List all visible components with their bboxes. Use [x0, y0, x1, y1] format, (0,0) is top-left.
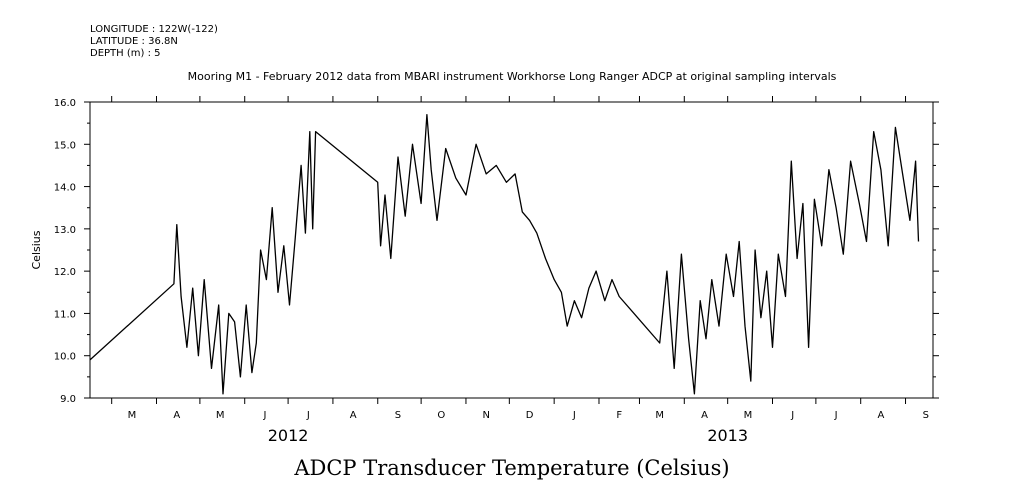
chart-title: Mooring M1 - February 2012 data from MBA…	[188, 70, 837, 83]
x-month-label: A	[350, 410, 357, 421]
x-month-label: D	[526, 410, 534, 421]
x-month-label: J	[306, 410, 310, 421]
x-month-label: J	[262, 410, 266, 421]
x-month-label: M	[128, 410, 137, 421]
y-tick-label: 15.0	[54, 140, 76, 151]
y-tick-label: 10.0	[54, 352, 76, 363]
x-axis: M A M J J A S O N D J F M A M J J A S 2012 2013	[111, 96, 929, 445]
x-month-label: S	[395, 410, 401, 421]
x-month-label: O	[437, 410, 445, 421]
y-axis-label: Celsius	[30, 230, 43, 269]
x-month-label: S	[923, 410, 929, 421]
x-month-label: F	[616, 410, 622, 421]
x-month-label: A	[878, 410, 885, 421]
x-month-label: J	[834, 410, 838, 421]
y-tick-label: 11.0	[54, 309, 76, 320]
y-axis: 9.0 10.0 11.0 12.0 13.0 14.0 15.0 16.0	[54, 98, 939, 405]
series-layer	[89, 114, 920, 395]
y-tick-label: 14.0	[54, 183, 76, 194]
x-month-label: J	[572, 410, 576, 421]
x-axis-label: ADCP Transducer Temperature (Celsius)	[293, 456, 729, 480]
y-tick-label: 9.0	[60, 394, 76, 405]
latitude-label: LATITUDE : 36.8N	[90, 36, 178, 47]
plot-frame	[89, 101, 934, 399]
x-month-label: M	[216, 410, 225, 421]
x-month-label: A	[173, 410, 180, 421]
depth-label: DEPTH (m) : 5	[90, 48, 161, 59]
x-month-label: J	[790, 410, 794, 421]
x-month-label: A	[701, 410, 708, 421]
x-year-label: 2012	[268, 426, 309, 445]
longitude-label: LONGITUDE : 122W(-122)	[90, 24, 218, 35]
y-tick-label: 13.0	[54, 225, 76, 236]
y-tick-label: 16.0	[54, 98, 76, 109]
x-month-label: M	[655, 410, 664, 421]
x-year-label: 2013	[707, 426, 748, 445]
y-tick-label: 12.0	[54, 267, 76, 278]
temperature-series-line	[89, 114, 920, 395]
x-month-label: N	[482, 410, 489, 421]
x-month-label: M	[744, 410, 753, 421]
